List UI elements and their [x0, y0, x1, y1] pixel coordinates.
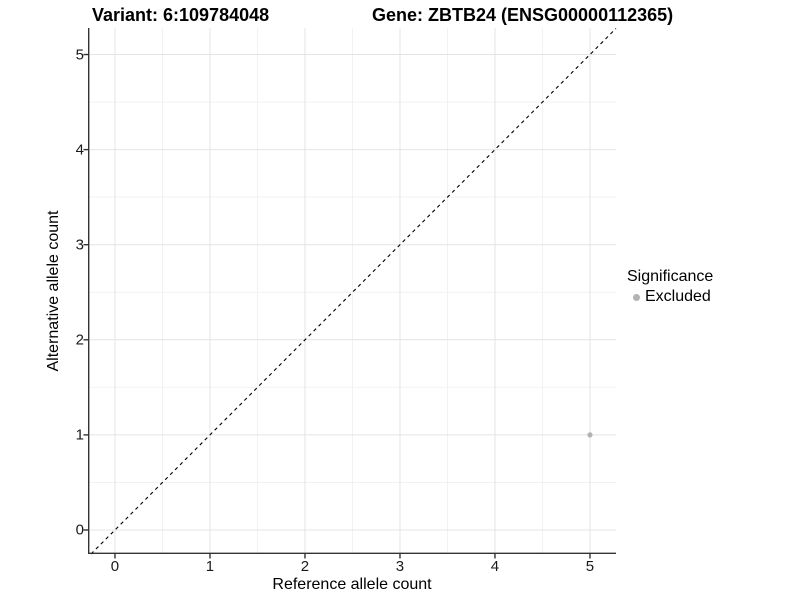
y-axis-title: Alternative allele count [45, 210, 62, 372]
y-tick-label: 3 [75, 236, 84, 254]
legend-entry: Excluded [627, 288, 713, 306]
legend-point-icon [633, 293, 640, 301]
x-tick-label: 3 [395, 558, 405, 575]
y-tick-label: 0 [75, 521, 84, 539]
legend-title: Significance [627, 268, 714, 285]
legend: Significance Excluded [627, 268, 713, 306]
legend-entries: Excluded [627, 288, 713, 306]
plot-panel [83, 28, 617, 559]
x-tick-label: 1 [205, 558, 215, 575]
y-tick-label: 5 [75, 46, 84, 64]
x-tick-label: 2 [300, 558, 310, 575]
x-tick-label: 4 [490, 558, 500, 575]
y-tick-label: 2 [75, 331, 84, 349]
identity-reference-line [90, 28, 617, 555]
y-tick-label: 4 [75, 141, 84, 159]
x-tick-label: 0 [110, 558, 120, 575]
legend-entry-label: Excluded [645, 288, 711, 305]
axis-lines [83, 28, 616, 559]
y-tick-label: 1 [75, 426, 84, 444]
plot-title-variant: Variant: 6:109784048 [92, 5, 270, 25]
x-tick-label: 5 [585, 558, 595, 575]
data-point [587, 432, 593, 438]
plot-title-gene: Gene: ZBTB24 (ENSG00000112365) [372, 5, 674, 25]
gridlines [88, 28, 616, 554]
x-axis-title: Reference allele count [272, 576, 432, 593]
